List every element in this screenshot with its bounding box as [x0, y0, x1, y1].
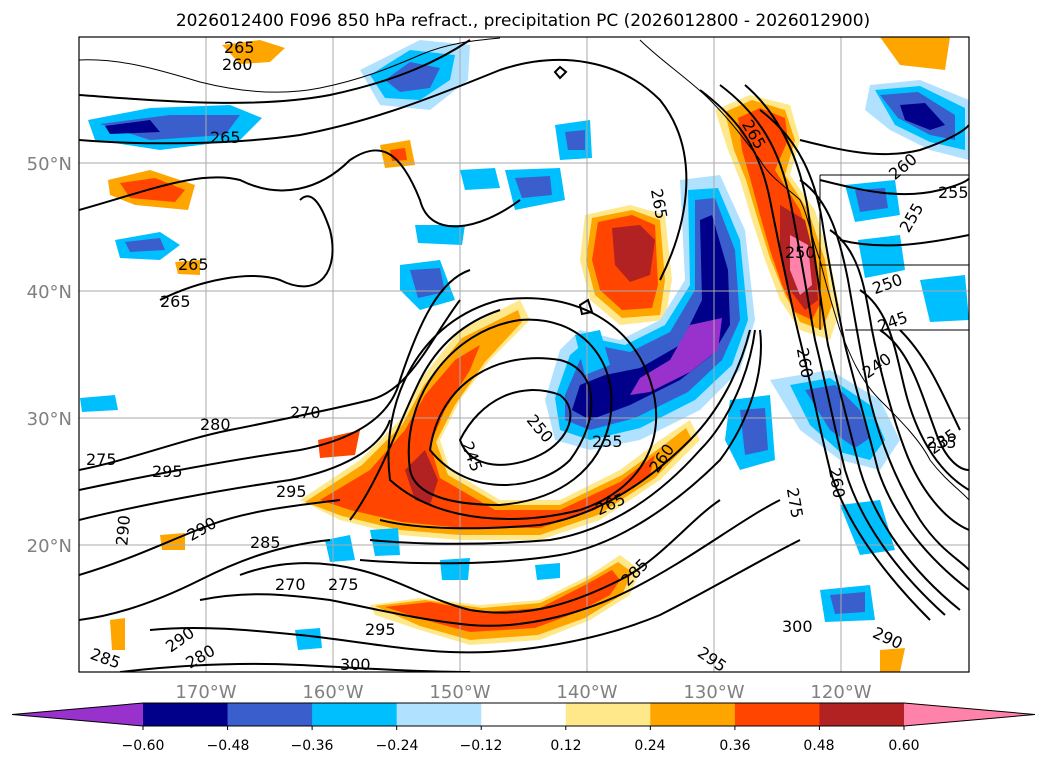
longitude-labels: 170°W 160°W 150°W 140°W 130°W 120°W: [175, 682, 871, 703]
colorbar-extend-max: [904, 703, 1035, 726]
contour-label: 270: [275, 575, 306, 594]
contour-label: 265: [178, 255, 209, 274]
contour-label: 280: [200, 415, 231, 434]
colorbar-tick-labels: −0.60 −0.48 −0.36 −0.24 −0.12 0.12 0.24 …: [122, 738, 920, 754]
contour-label: 290: [112, 514, 134, 546]
colorbar-extend-min: [12, 703, 143, 726]
colorbar-segment: [227, 703, 313, 726]
coastline: [79, 37, 969, 501]
colorbar-tick-label: 0.12: [550, 738, 581, 754]
precipitation-shading: [80, 37, 969, 672]
map-panel: 265 260 265 265 265 265 265 260 255 255 …: [79, 37, 969, 674]
colorbar-tick-label: −0.48: [207, 738, 250, 754]
contour-label: 255: [938, 183, 969, 202]
lat-label-50n: 50°N: [27, 154, 72, 175]
lat-label-40n: 40°N: [27, 282, 72, 303]
colorbar-tick-label: −0.12: [460, 738, 503, 754]
contour-label: 265: [160, 292, 191, 311]
colorbar: [11, 702, 1036, 730]
colorbar-segment: [734, 703, 820, 726]
lon-label-140w: 140°W: [556, 682, 617, 703]
contour-label: 295: [276, 482, 307, 501]
contour-label: 275: [86, 450, 117, 469]
lon-label-130w: 130°W: [683, 682, 744, 703]
map-frame: [78, 36, 970, 673]
colorbar-tick-label: 0.36: [719, 738, 750, 754]
lat-label-20n: 20°N: [27, 536, 72, 557]
graticule: [79, 37, 969, 672]
colorbar-segment: [819, 703, 905, 726]
contour-label: 300: [340, 655, 371, 674]
colorbar-tick-label: 0.48: [803, 738, 834, 754]
colorbar-tick-label: 0.24: [634, 738, 665, 754]
contour-label: 295: [152, 462, 183, 481]
colorbar-segment: [481, 703, 567, 726]
lon-label-150w: 150°W: [429, 682, 490, 703]
contour-label: 235: [926, 433, 957, 452]
contour-label: 270: [290, 403, 321, 422]
contour-label: 265: [224, 38, 255, 57]
colorbar-segment: [565, 703, 651, 726]
colorbar-tick-label: −0.24: [376, 738, 419, 754]
latitude-labels: 50°N 40°N 30°N 20°N: [27, 154, 72, 557]
colorbar-tick-label: 0.60: [888, 738, 919, 754]
contour-label: 295: [365, 620, 396, 639]
colorbar-segment: [650, 703, 736, 726]
contour-label: 285: [250, 533, 281, 552]
contour-label: 275: [328, 575, 359, 594]
contour-label: 265: [210, 128, 241, 147]
lon-label-160w: 160°W: [302, 682, 363, 703]
colorbar-tick-label: −0.36: [291, 738, 334, 754]
contour-label: 255: [592, 432, 623, 451]
lon-label-170w: 170°W: [175, 682, 236, 703]
refractivity-contours: [79, 39, 969, 672]
colorbar-segment: [312, 703, 398, 726]
colorbar-segment: [396, 703, 482, 726]
lon-label-120w: 120°W: [810, 682, 871, 703]
colorbar-segment: [143, 703, 229, 726]
lat-label-30n: 30°N: [27, 409, 72, 430]
map-title: 2026012400 F096 850 hPa refract., precip…: [176, 11, 870, 31]
contour-label: 260: [222, 55, 253, 74]
contour-label: 300: [782, 617, 813, 636]
contour-label: 250: [785, 243, 816, 262]
colorbar-tick-label: −0.60: [122, 738, 165, 754]
